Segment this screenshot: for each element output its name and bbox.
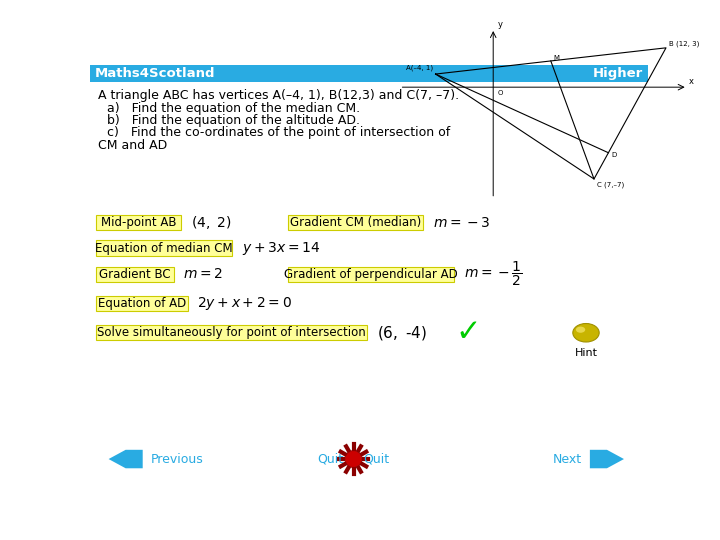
FancyBboxPatch shape [287, 267, 454, 282]
Text: Previous: Previous [150, 453, 203, 465]
Ellipse shape [573, 323, 599, 342]
Text: Equation of AD: Equation of AD [98, 297, 186, 310]
Text: $y+3x=14$: $y+3x=14$ [242, 240, 320, 256]
FancyBboxPatch shape [96, 240, 232, 256]
Text: Quit: Quit [364, 453, 390, 465]
Text: Hint: Hint [575, 348, 598, 358]
Text: b)   Find the equation of the altitude AD.: b) Find the equation of the altitude AD. [107, 114, 360, 127]
Circle shape [345, 450, 362, 468]
Text: Mid-point AB: Mid-point AB [101, 216, 176, 229]
Text: M: M [554, 55, 559, 60]
Text: ✓: ✓ [456, 318, 481, 347]
Text: Gradient BC: Gradient BC [99, 268, 171, 281]
FancyBboxPatch shape [96, 215, 181, 231]
Text: $m=2$: $m=2$ [183, 267, 223, 281]
Text: Next: Next [553, 453, 582, 465]
Text: Quit: Quit [318, 453, 343, 465]
Text: Solve simultaneously for point of intersection: Solve simultaneously for point of inters… [97, 326, 366, 339]
FancyBboxPatch shape [96, 325, 367, 340]
Text: A triangle ABC has vertices A(–4, 1), B(12,3) and C(7, –7).: A triangle ABC has vertices A(–4, 1), B(… [98, 90, 459, 103]
FancyArrow shape [109, 450, 143, 468]
Text: Gradient of perpendicular AD: Gradient of perpendicular AD [284, 268, 458, 281]
Ellipse shape [576, 327, 585, 333]
Text: c)   Find the co-ordinates of the point of intersection of: c) Find the co-ordinates of the point of… [107, 126, 450, 139]
Text: D: D [611, 152, 616, 158]
Text: O: O [498, 90, 503, 96]
Text: x: x [689, 77, 694, 86]
Text: Gradient CM (median): Gradient CM (median) [290, 216, 421, 229]
Text: Maths4Scotland: Maths4Scotland [94, 67, 215, 80]
Text: $\mathit{(4,\ 2)}$: $\mathit{(4,\ 2)}$ [191, 214, 232, 231]
FancyArrow shape [590, 450, 624, 468]
Text: a)   Find the equation of the median CM.: a) Find the equation of the median CM. [107, 102, 360, 115]
Text: Equation of median CM: Equation of median CM [95, 241, 233, 254]
Text: $\mathit{(6,\ \text{-}4)}$: $\mathit{(6,\ \text{-}4)}$ [377, 324, 427, 342]
Text: y: y [498, 20, 503, 29]
FancyBboxPatch shape [287, 215, 423, 231]
Text: A(–4, 1): A(–4, 1) [405, 65, 433, 71]
FancyBboxPatch shape [90, 65, 648, 82]
Text: C (7,–7): C (7,–7) [597, 181, 624, 188]
Text: CM and AD: CM and AD [98, 139, 167, 152]
FancyBboxPatch shape [96, 267, 174, 282]
Text: B (12, 3): B (12, 3) [669, 40, 699, 46]
Text: $m=-3$: $m=-3$ [433, 215, 490, 230]
Text: $m=-\dfrac{1}{2}$: $m=-\dfrac{1}{2}$ [464, 260, 523, 288]
Text: $2y+x+2=0$: $2y+x+2=0$ [197, 295, 292, 312]
Text: Higher: Higher [593, 67, 644, 80]
FancyBboxPatch shape [96, 296, 188, 311]
